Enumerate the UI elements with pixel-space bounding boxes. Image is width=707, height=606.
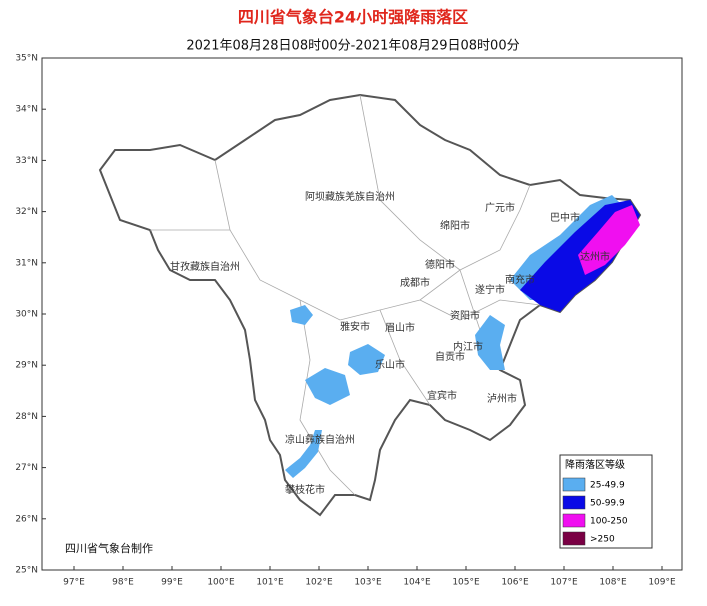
region-label: 泸州市 [487, 392, 517, 405]
legend-label: 25-49.9 [590, 481, 625, 491]
axis-labels: 35°N 34°N 33°N 32°N 31°N 30°N 29°N 28°N 27°N 26°N… [15, 54, 676, 588]
region-label: 德阳市 [425, 258, 455, 271]
lon-label: 97°E [63, 578, 85, 588]
lat-label: 29°N [15, 361, 38, 371]
region-label: 雅安市 [340, 320, 370, 333]
legend-label: 50-99.9 [590, 499, 625, 509]
lon-label: 109°E [648, 578, 676, 588]
region-label: 眉山市 [385, 321, 415, 334]
title: 四川省气象台24小时强降雨落区 [238, 8, 468, 27]
lat-label: 34°N [15, 105, 38, 115]
region-label: 阿坝藏族羌族自治州 [305, 190, 395, 203]
subtitle: 2021年08月28日08时00分-2021年08月29日08时00分 [186, 39, 519, 54]
lon-label: 100°E [207, 578, 235, 588]
legend-swatch [562, 477, 586, 492]
region-label: 资阳市 [450, 309, 480, 322]
lon-label: 105°E [452, 578, 480, 588]
legend-items: 25-49.9 50-99.9 100-250 >250 [562, 477, 628, 546]
lon-label: 106°E [501, 578, 529, 588]
lat-label: 26°N [15, 514, 38, 524]
lon-label: 101°E [256, 578, 284, 588]
credit: 四川省气象台制作 [65, 541, 153, 555]
region-label: 乐山市 [375, 358, 405, 371]
legend-label: >250 [590, 535, 615, 545]
region-label: 广元市 [485, 201, 515, 214]
lat-label: 31°N [15, 258, 38, 268]
lon-label: 102°E [305, 578, 333, 588]
legend-swatch [562, 513, 586, 528]
legend-title: 降雨落区等级 [565, 458, 625, 471]
region-label: 达州市 [580, 250, 610, 263]
lon-label: 107°E [550, 578, 578, 588]
region-label: 自贡市 [435, 350, 465, 363]
rain-areas [285, 195, 640, 478]
province-outline [98, 93, 642, 517]
lat-label: 27°N [15, 463, 38, 473]
lon-label: 98°E [112, 578, 134, 588]
region-label: 成都市 [400, 276, 430, 289]
region-label: 宜宾市 [427, 389, 457, 402]
lon-label: 104°E [403, 578, 431, 588]
rain-25 [305, 368, 350, 405]
lon-label: 99°E [161, 578, 183, 588]
lat-label: 25°N [15, 566, 38, 576]
legend-label: 100-250 [590, 517, 628, 527]
lat-label: 33°N [15, 156, 38, 166]
rain-100 [578, 205, 640, 275]
lat-label: 35°N [15, 54, 38, 64]
lon-label: 103°E [354, 578, 382, 588]
lat-label: 30°N [15, 310, 38, 320]
region-label: 巴中市 [550, 211, 580, 224]
region-label: 甘孜藏族自治州 [170, 260, 240, 273]
rain-25 [290, 305, 313, 325]
legend-swatch [562, 531, 586, 546]
region-label: 内江市 [453, 340, 483, 353]
region-label: 南充市 [505, 273, 535, 286]
region-label: 遂宁市 [475, 283, 505, 296]
lat-label: 32°N [15, 207, 38, 217]
rain-25 [348, 344, 385, 375]
legend: 降雨落区等级 25-49.9 50-99.9 100-250 >250 [559, 454, 653, 549]
region-label: 攀枝花市 [285, 483, 325, 496]
region-label: 绵阳市 [440, 219, 470, 232]
rain-25 [285, 430, 322, 478]
region-label: 凉山彝族自治州 [285, 433, 355, 446]
rain-25 [475, 315, 505, 370]
lat-label: 28°N [15, 412, 38, 422]
legend-swatch [562, 495, 586, 510]
lon-label: 108°E [599, 578, 627, 588]
